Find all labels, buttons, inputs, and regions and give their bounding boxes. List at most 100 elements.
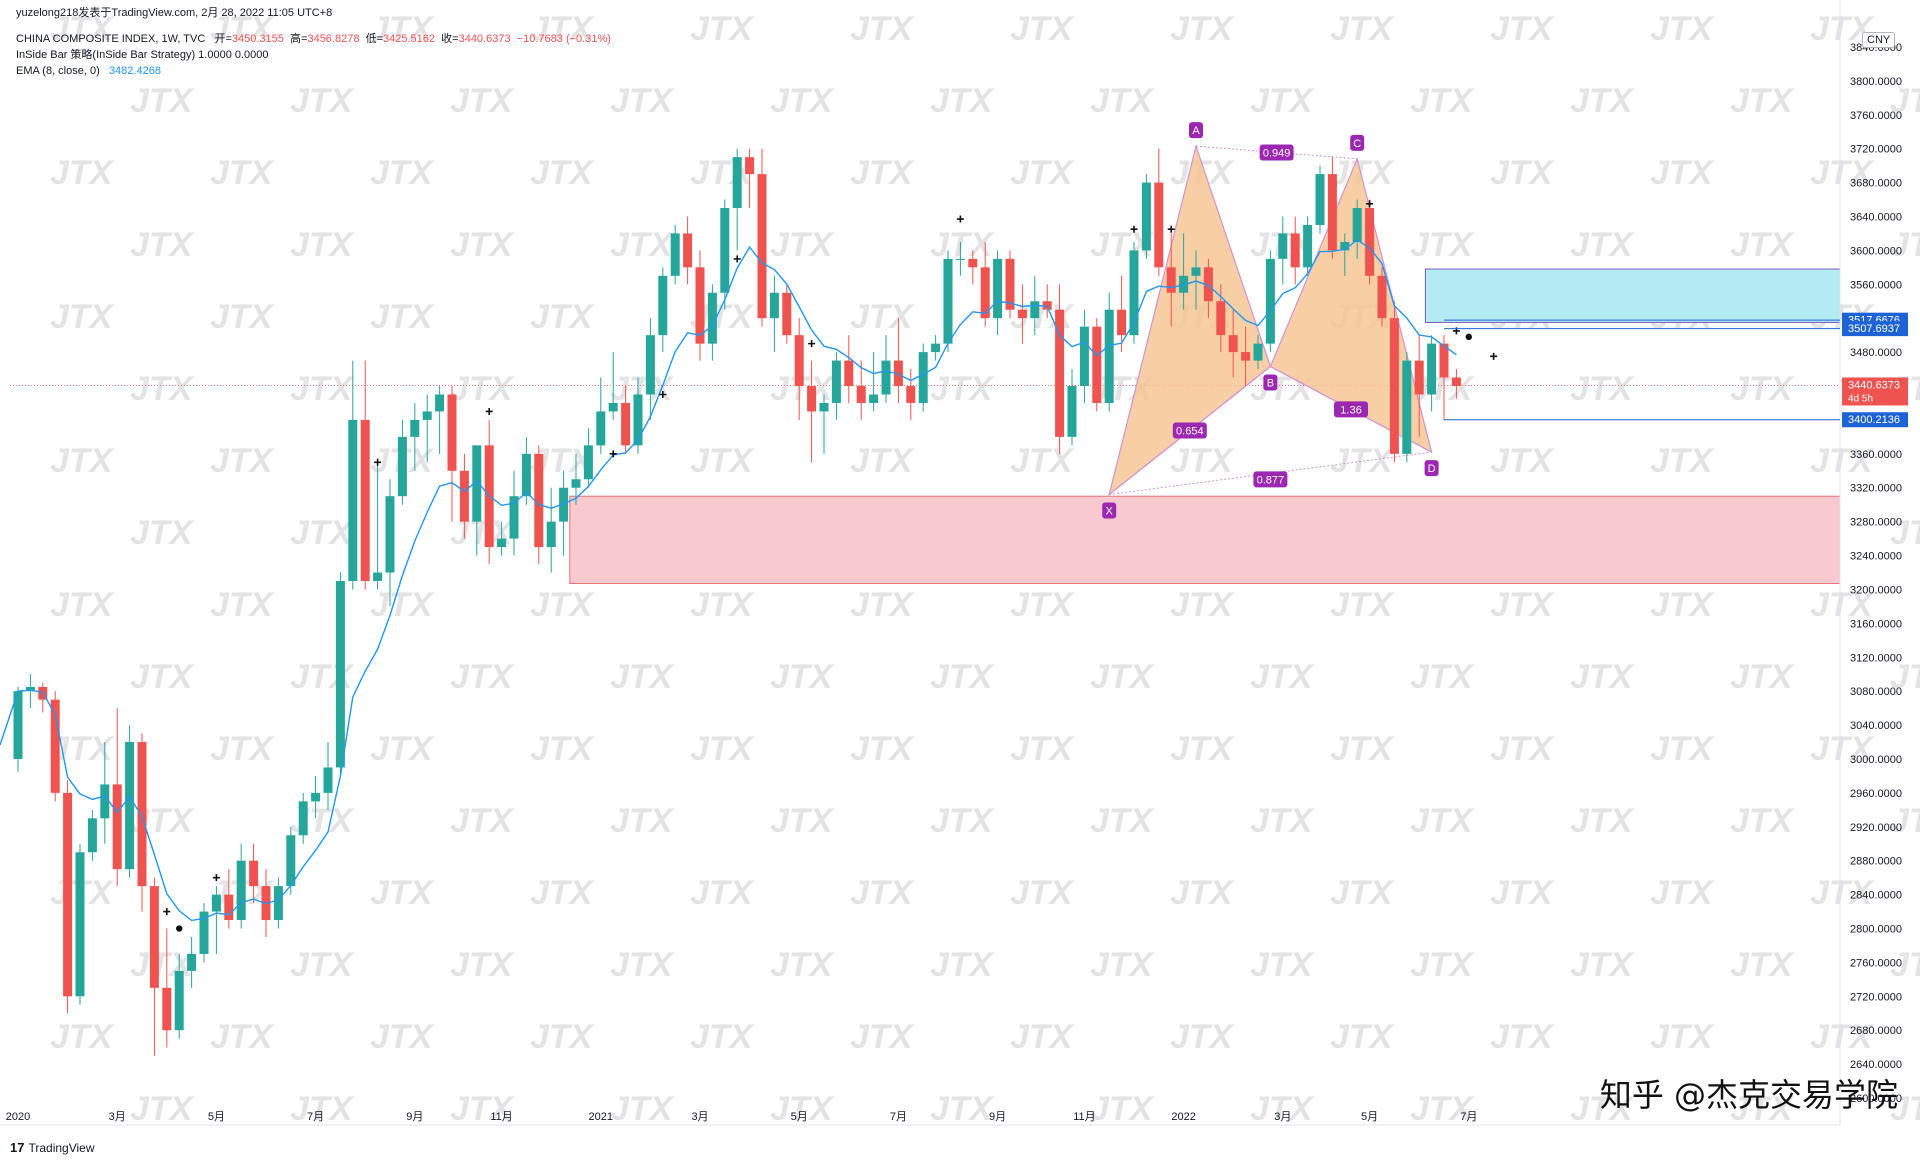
currency-badge[interactable]: CNY bbox=[1862, 32, 1896, 48]
price-label-text: 3440.6373 bbox=[1848, 379, 1900, 391]
watermark-text: JTX bbox=[290, 226, 355, 264]
watermark-text: JTX bbox=[1410, 226, 1475, 264]
watermark-text: JTX bbox=[1650, 730, 1715, 768]
candle-up bbox=[931, 343, 941, 353]
price-tick-label: 2680.0000 bbox=[1850, 1025, 1902, 1037]
watermark-text: JTX bbox=[1090, 82, 1155, 120]
strategy-legend[interactable]: InSide Bar 策略(InSide Bar Strategy) 1.000… bbox=[16, 49, 269, 61]
candle-up bbox=[497, 538, 507, 548]
signal-dot bbox=[176, 925, 183, 932]
watermark-text: JTX bbox=[610, 1090, 675, 1128]
price-tick-label: 2600.0000 bbox=[1850, 1093, 1902, 1105]
ema-polyline bbox=[0, 239, 1457, 922]
candles-layer bbox=[13, 148, 1461, 1056]
watermark-text: JTX bbox=[210, 10, 275, 48]
watermark-text: JTX bbox=[1330, 10, 1395, 48]
candle-down bbox=[137, 742, 147, 887]
watermark-text: JTX bbox=[850, 298, 915, 336]
watermark-text: JTX bbox=[50, 10, 115, 48]
symbol-legend[interactable]: CHINA COMPOSITE INDEX, 1W, TVC 开=3450.31… bbox=[16, 32, 611, 46]
candle-up bbox=[1141, 182, 1151, 251]
signal-plus bbox=[733, 255, 741, 263]
price-tick-label: 3120.0000 bbox=[1850, 652, 1902, 664]
watermark-text: JTX bbox=[1650, 586, 1715, 624]
watermark-text: JTX bbox=[1170, 10, 1235, 48]
watermark-text: JTX bbox=[1490, 586, 1555, 624]
pattern-point-b bbox=[1263, 374, 1278, 391]
price-label-text: 3507.6937 bbox=[1848, 323, 1900, 335]
watermark-text: JTX bbox=[450, 658, 515, 696]
time-tick-label: 7月 bbox=[307, 1111, 324, 1123]
watermark-text: JTX bbox=[850, 1018, 915, 1056]
watermark-text: JTX bbox=[130, 82, 195, 120]
watermark-text: JTX bbox=[1330, 730, 1395, 768]
candle-down bbox=[1203, 267, 1213, 302]
price-label-box bbox=[1842, 321, 1908, 337]
watermark-text: JTX bbox=[1250, 802, 1315, 840]
time-tick-label: 7月 bbox=[1460, 1111, 1477, 1123]
low-label: 低= bbox=[365, 33, 384, 45]
candle-up bbox=[125, 742, 135, 870]
time-axis[interactable]: 2020 3月 5月 7月 9月 11月 2021 3月 5月 7月 9月 11月 2022 3月 5月 7月 bbox=[0, 1111, 1840, 1126]
candle-up bbox=[335, 580, 345, 768]
watermark-text: JTX bbox=[690, 10, 755, 48]
zones-layer[interactable] bbox=[569, 268, 1841, 585]
watermark-text: JTX bbox=[1090, 658, 1155, 696]
watermark-text: JTX bbox=[370, 874, 435, 912]
pattern-point-c bbox=[1350, 134, 1365, 151]
pattern-point-c-text: C bbox=[1353, 138, 1361, 150]
watermark-text: JTX bbox=[1010, 154, 1075, 192]
watermark-text: JTX bbox=[930, 370, 995, 408]
time-tick-label: 2022 bbox=[1171, 1111, 1195, 1123]
candle-up bbox=[373, 572, 383, 581]
watermark-text: JTX bbox=[530, 154, 595, 192]
author-credit: 知乎 @杰克交易学院 bbox=[1599, 1076, 1898, 1114]
watermark-text: JTX bbox=[1250, 658, 1315, 696]
signal-markers bbox=[163, 200, 1498, 932]
price-tick-label: 3360.0000 bbox=[1850, 449, 1902, 461]
watermark-text: JTX bbox=[1250, 1090, 1315, 1128]
candle-down bbox=[1117, 309, 1127, 336]
signal-dot bbox=[1465, 333, 1473, 341]
candle-down bbox=[1327, 174, 1337, 251]
watermark-text: JTX bbox=[1090, 802, 1155, 840]
candle-down bbox=[1154, 182, 1164, 268]
watermark-text: JTX bbox=[850, 10, 915, 48]
candle-up bbox=[1104, 309, 1114, 403]
watermark-text: JTX bbox=[130, 514, 195, 552]
watermark-text: JTX bbox=[1730, 802, 1795, 840]
price-tick-label: 3680.0000 bbox=[1850, 178, 1902, 190]
price-tick-label: 2640.0000 bbox=[1850, 1059, 1902, 1071]
watermark-text: JTX bbox=[850, 154, 915, 192]
tradingview-logo[interactable]: 17 TradingView bbox=[10, 1140, 95, 1155]
watermark-text: JTX bbox=[1730, 82, 1795, 120]
watermark-text: JTX bbox=[1890, 658, 1920, 696]
watermark-text: JTX bbox=[1650, 1018, 1715, 1056]
ema-legend[interactable]: EMA (8, close, 0) 3482.4268 bbox=[16, 64, 161, 78]
candle-up bbox=[521, 453, 531, 497]
candle-up bbox=[881, 360, 891, 395]
watermark-text: JTX bbox=[1170, 874, 1235, 912]
watermark-text: JTX bbox=[610, 802, 675, 840]
watermark-text: JTX bbox=[1170, 730, 1235, 768]
price-tick-label: 2840.0000 bbox=[1850, 890, 1902, 902]
candle-down bbox=[1055, 309, 1065, 437]
watermark-text: JTX bbox=[1090, 946, 1155, 984]
watermark-text: JTX bbox=[450, 802, 515, 840]
watermark-text: JTX bbox=[1250, 82, 1315, 120]
candle-up bbox=[1191, 267, 1201, 276]
pattern-point-x-text: X bbox=[1106, 506, 1114, 518]
price-label-subtext: 4d 5h bbox=[1848, 393, 1873, 404]
candle-up bbox=[1067, 386, 1077, 437]
watermark-text: JTX bbox=[370, 298, 435, 336]
price-tick-label: 3560.0000 bbox=[1850, 279, 1902, 291]
price-axis[interactable]: 2600.0000 2640.0000 2680.0000 2720.0000 2760… bbox=[1839, 0, 1902, 1125]
tradingview-logo-icon: 17 bbox=[10, 1140, 25, 1155]
pattern-labels: X A B C D 0.949 0.654 1.36 0.877 bbox=[1102, 122, 1439, 519]
candle-down bbox=[893, 360, 903, 387]
candle-down bbox=[1377, 275, 1387, 319]
price-tick-label: 3000.0000 bbox=[1850, 754, 1902, 766]
